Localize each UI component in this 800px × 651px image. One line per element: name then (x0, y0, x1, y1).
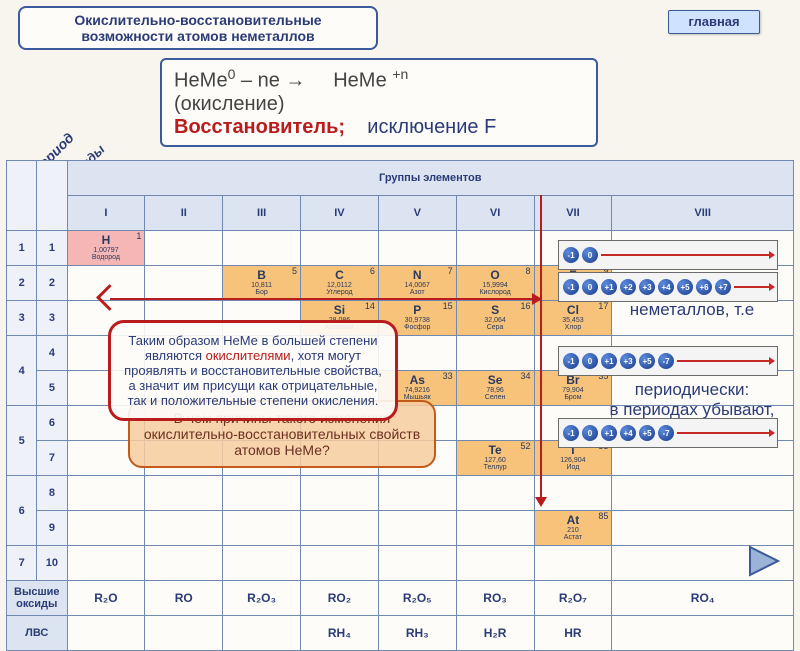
ox-dot: 0 (582, 247, 598, 263)
formula-line2: (окисление) (174, 93, 584, 116)
ox-arrow-icon (677, 432, 773, 434)
trend-arrow-right (110, 298, 540, 300)
footer-lvs-label: ЛВС (7, 616, 68, 651)
period-3: 3 (7, 301, 37, 336)
ox-dot: +6 (696, 279, 712, 295)
oxidation-scale-3: -10+1+4+5-7 (558, 418, 778, 448)
ox-dot: +7 (715, 279, 731, 295)
period-1: 1 (7, 231, 37, 266)
lvs-4: RH₄ (301, 616, 379, 651)
ox-dot: -1 (563, 425, 579, 441)
ox-dot: 0 (582, 425, 598, 441)
oxidation-scale-1: -10+1+2+3+4+5+6+7 (558, 272, 778, 302)
lvs-2 (145, 616, 223, 651)
cell-O: 8O15,9994Кислород (456, 266, 534, 301)
cell-B: 5B10,811Бор (223, 266, 301, 301)
row-8: 8 (37, 476, 67, 511)
lvs-7: HR (534, 616, 612, 651)
group-II: II (145, 196, 223, 231)
cell-C: 6C12,0112Углерод (301, 266, 379, 301)
cell-N: 7N14,0067Азот (378, 266, 456, 301)
col-period (7, 161, 37, 231)
row-1: 1 (37, 231, 67, 266)
period-2: 2 (7, 266, 37, 301)
cell-Se: 34Se78,96Селен (456, 371, 534, 406)
period-5: 5 (7, 406, 37, 476)
ox-1: R₂O (67, 581, 145, 616)
formula-line1: НеМе0 – ne → НеМе +n (174, 66, 584, 93)
ox-dot: 0 (582, 353, 598, 369)
oxidation-scale-2: -10+1+3+5-7 (558, 346, 778, 376)
ox-dot: +5 (639, 425, 655, 441)
ox-dot: +1 (601, 353, 617, 369)
next-icon (746, 543, 782, 579)
trend-arrow-down (540, 195, 542, 505)
formula-box: НеМе0 – ne → НеМе +n (окисление) Восстан… (160, 58, 598, 147)
ox-dot: +4 (658, 279, 674, 295)
next-button[interactable] (746, 543, 782, 582)
ox-arrow-icon (677, 360, 773, 362)
row-4: 4 (37, 336, 67, 371)
ox-dot: -1 (563, 279, 579, 295)
row-5: 5 (37, 371, 67, 406)
oxidation-scale-0: -10 (558, 240, 778, 270)
home-button[interactable]: главная (668, 10, 760, 34)
period-4: 4 (7, 336, 37, 406)
page-title: Окислительно-восстановительные возможнос… (18, 6, 378, 50)
lvs-3 (223, 616, 301, 651)
col-rows (37, 161, 67, 231)
ox-7: R₂O₇ (534, 581, 612, 616)
row-9: 9 (37, 511, 67, 546)
ox-arrow-icon (601, 254, 773, 256)
ox-2: RO (145, 581, 223, 616)
ox-dot: +5 (639, 353, 655, 369)
ox-dot: +2 (620, 279, 636, 295)
ox-8: RO₄ (612, 581, 794, 616)
group-IV: IV (301, 196, 379, 231)
ox-dot: 0 (582, 279, 598, 295)
ox-dot: -1 (563, 353, 579, 369)
cell-Te: 52Te127,60Теллур (456, 441, 534, 476)
ox-6: RO₃ (456, 581, 534, 616)
ox-3: R₂O₃ (223, 581, 301, 616)
ox-5: R₂O₅ (378, 581, 456, 616)
ox-dot: -1 (563, 247, 579, 263)
ox-dot: +1 (601, 425, 617, 441)
lvs-8 (612, 616, 794, 651)
ox-dot: +5 (677, 279, 693, 295)
ox-dot: +3 (639, 279, 655, 295)
ox-dot: +3 (620, 353, 636, 369)
group-VI: VI (456, 196, 534, 231)
restore-label: Восстановитель; (174, 116, 345, 138)
lvs-5: RH₃ (378, 616, 456, 651)
group-V: V (378, 196, 456, 231)
groups-header: Группы элементов (67, 161, 793, 196)
cell-At: 85At210Астат (534, 511, 612, 546)
row-7: 7 (37, 441, 67, 476)
red-callout: Таким образом НеМе в большей степени явл… (108, 320, 398, 421)
cell-S: 16S32,064Сера (456, 301, 534, 336)
cell-H: 1H1,00797Водород (67, 231, 145, 266)
lvs-6: H₂R (456, 616, 534, 651)
row-2: 2 (37, 266, 67, 301)
exception-label: исключение F (367, 116, 496, 138)
ox-dot: +1 (601, 279, 617, 295)
group-VII: VII (534, 196, 612, 231)
period-7: 7 (7, 546, 37, 581)
lvs-1 (67, 616, 145, 651)
ox-dot: -7 (658, 425, 674, 441)
ox-arrow-icon (734, 286, 773, 288)
ox-4: RO₂ (301, 581, 379, 616)
group-I: I (67, 196, 145, 231)
footer-oxides-label: Высшие оксиды (7, 581, 68, 616)
group-III: III (223, 196, 301, 231)
row-6: 6 (37, 406, 67, 441)
period-6: 6 (7, 476, 37, 546)
cell-Cl: 17Cl35,453Хлор (534, 301, 612, 336)
row-10: 10 (37, 546, 67, 581)
row-3: 3 (37, 301, 67, 336)
ox-dot: -7 (658, 353, 674, 369)
ox-dot: +4 (620, 425, 636, 441)
group-VIII: VIII (612, 196, 794, 231)
